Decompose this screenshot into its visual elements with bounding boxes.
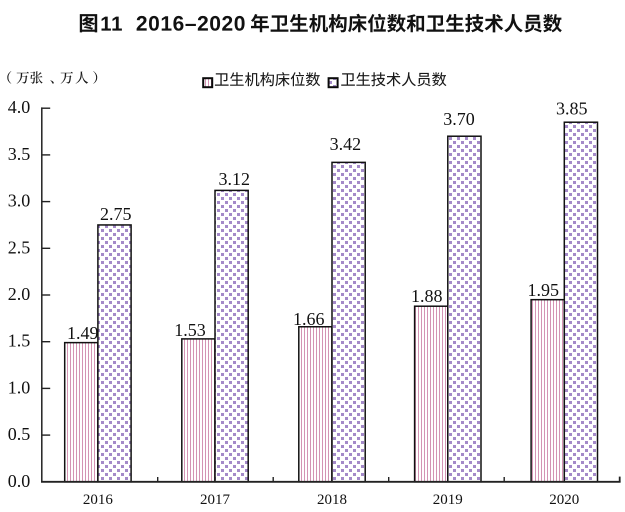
svg-text:0.0: 0.0 [8, 471, 31, 491]
svg-text:1.5: 1.5 [8, 331, 31, 351]
svg-text:3.70: 3.70 [443, 109, 475, 129]
svg-text:1.0: 1.0 [8, 377, 31, 397]
svg-text:1.49: 1.49 [67, 323, 99, 343]
svg-text:3.85: 3.85 [556, 99, 588, 119]
svg-text:1.53: 1.53 [174, 320, 206, 340]
svg-text:0.5: 0.5 [8, 424, 31, 444]
svg-text:1.88: 1.88 [411, 286, 443, 306]
svg-text:3.0: 3.0 [8, 191, 31, 211]
svg-text:1.66: 1.66 [293, 309, 325, 329]
svg-text:2.75: 2.75 [100, 204, 132, 224]
svg-text:4.0: 4.0 [8, 97, 31, 117]
svg-text:2019: 2019 [433, 492, 463, 508]
svg-text:3.5: 3.5 [8, 144, 31, 164]
svg-text:3.42: 3.42 [330, 134, 362, 154]
svg-text:2016: 2016 [83, 492, 114, 508]
svg-text:2.0: 2.0 [8, 284, 31, 304]
svg-text:3.12: 3.12 [219, 169, 251, 189]
svg-text:2.5: 2.5 [8, 237, 31, 257]
svg-text:2017: 2017 [200, 492, 231, 508]
svg-text:2018: 2018 [317, 492, 347, 508]
svg-text:1.95: 1.95 [528, 280, 560, 300]
svg-text:2020: 2020 [549, 492, 579, 508]
